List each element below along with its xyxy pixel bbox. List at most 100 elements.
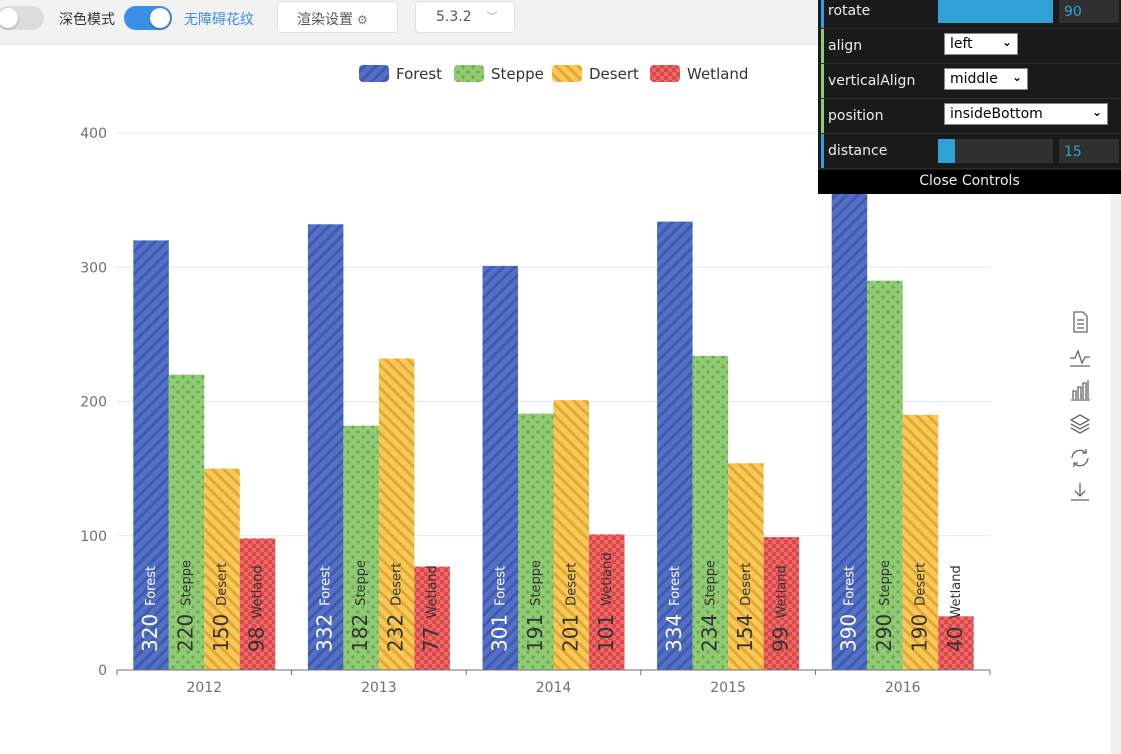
- bar-label: 220 Steppe: [174, 560, 198, 652]
- close-controls-button[interactable]: Close Controls: [818, 170, 1121, 194]
- legend-swatch[interactable]: [359, 65, 389, 82]
- bar[interactable]: [239, 538, 276, 670]
- rotate-label: rotate: [828, 3, 871, 19]
- bar[interactable]: [378, 358, 415, 670]
- bar-chart-icon[interactable]: [1068, 378, 1092, 402]
- bar-label: 191 Steppe: [523, 560, 547, 652]
- position-select[interactable]: insideBottom ⌄: [944, 103, 1108, 125]
- bar[interactable]: [518, 413, 554, 670]
- bar-label: 190 Desert: [907, 563, 931, 652]
- align-control: align left ⌄: [818, 29, 1121, 64]
- bar[interactable]: [133, 240, 169, 670]
- bar-series-label: Forest: [842, 566, 857, 606]
- bar-value-label: 201: [558, 614, 582, 652]
- bar-label: 150 Desert: [209, 563, 233, 652]
- toggle-knob: [150, 8, 170, 28]
- bar-labels: 320 Forest 332 Forest 301 Forest 334 Forest 390 F…: [138, 553, 967, 652]
- bar-value-label: 182: [348, 614, 372, 652]
- bar-series-label: Steppe: [354, 560, 369, 606]
- bar[interactable]: [867, 280, 903, 670]
- bar-label: 290 Steppe: [872, 560, 896, 652]
- version-select[interactable]: 5.3.2 ﹀: [415, 1, 515, 33]
- toggle-knob: [0, 8, 18, 28]
- legend-label[interactable]: Desert: [589, 65, 639, 83]
- legend-swatch[interactable]: [454, 65, 484, 82]
- bar-series-label: Forest: [668, 566, 683, 606]
- bar-series-label: Desert: [215, 563, 230, 606]
- distance-slider[interactable]: [938, 139, 1053, 163]
- x-tick-label: 2014: [536, 680, 572, 696]
- bar[interactable]: [343, 425, 379, 670]
- controls-panel: rotate 90 align left ⌄ verticalAlign midd…: [818, 0, 1121, 194]
- bar-series-label: Forest: [493, 566, 508, 606]
- vertical-align-value: middle: [950, 71, 998, 87]
- position-value: insideBottom: [950, 106, 1043, 122]
- bar[interactable]: [902, 414, 939, 670]
- distance-control: distance 15: [818, 134, 1121, 169]
- legend-swatch[interactable]: [552, 65, 582, 82]
- rotate-input[interactable]: 90: [1059, 0, 1119, 23]
- legend-label[interactable]: Forest: [396, 65, 442, 83]
- bar-label: 334 Forest: [662, 566, 686, 652]
- save-image-icon[interactable]: [1068, 480, 1092, 504]
- bar[interactable]: [657, 221, 693, 671]
- data-view-icon[interactable]: [1068, 310, 1092, 334]
- legend-label[interactable]: Wetland: [687, 65, 748, 83]
- legend-swatch[interactable]: [650, 65, 680, 82]
- distance-slider-fill: [938, 139, 956, 163]
- position-label: position: [828, 108, 884, 124]
- bar-value-label: 320: [138, 614, 162, 652]
- distance-input[interactable]: 15: [1059, 139, 1119, 163]
- bar[interactable]: [553, 400, 590, 670]
- version-value: 5.3.2: [436, 9, 472, 25]
- rotate-slider[interactable]: [938, 0, 1053, 23]
- align-select[interactable]: left ⌄: [944, 33, 1018, 55]
- y-tick-label: 400: [80, 126, 107, 142]
- row-accent: [821, 99, 824, 133]
- row-accent: [821, 29, 824, 63]
- x-axis: 2012 2013 2014 2015 2016: [116, 669, 991, 696]
- decal-label[interactable]: 无障碍花纹: [184, 12, 254, 28]
- restore-icon[interactable]: [1068, 446, 1092, 470]
- render-settings-button[interactable]: 渲染设置 ⚙: [277, 1, 398, 33]
- bar[interactable]: [204, 468, 240, 670]
- rotate-slider-fill: [938, 0, 1053, 23]
- bar-label: 99 Wetland: [768, 565, 792, 652]
- line-chart-icon[interactable]: [1068, 344, 1092, 368]
- bars[interactable]: [133, 146, 974, 671]
- x-tick-label: 2016: [885, 680, 921, 696]
- chart-legend[interactable]: Forest Steppe Desert Wetland: [359, 65, 748, 83]
- bar[interactable]: [307, 224, 344, 671]
- bar-value-label: 77: [419, 627, 443, 652]
- bar-label: 182 Steppe: [348, 560, 372, 652]
- chevron-down-icon: ⌄: [1001, 35, 1012, 49]
- bar[interactable]: [763, 537, 800, 670]
- bar-value-label: 390: [836, 614, 860, 652]
- bar[interactable]: [589, 534, 625, 670]
- stack-icon[interactable]: [1068, 412, 1092, 436]
- row-accent: [821, 134, 824, 168]
- bar-label: 77 Wetland: [419, 565, 443, 652]
- y-tick-label: 0: [98, 663, 107, 679]
- x-tick-label: 2015: [710, 680, 746, 696]
- decal-toggle[interactable]: [124, 6, 172, 30]
- dark-mode-toggle[interactable]: [0, 6, 44, 30]
- bar-series-label: Desert: [564, 563, 579, 606]
- bar-label: 40 Wetland: [943, 565, 967, 652]
- bar[interactable]: [414, 566, 450, 670]
- bar[interactable]: [728, 463, 764, 670]
- bar-series-label: Wetland: [600, 553, 615, 606]
- rotate-control: rotate 90: [818, 0, 1121, 29]
- y-tick-label: 300: [80, 260, 107, 276]
- legend-label[interactable]: Steppe: [491, 65, 544, 83]
- bar-series-label: Desert: [390, 563, 405, 606]
- bar[interactable]: [168, 374, 205, 670]
- vertical-align-select[interactable]: middle ⌄: [944, 68, 1028, 90]
- bar-value-label: 101: [594, 614, 618, 652]
- bar[interactable]: [938, 616, 974, 670]
- bar[interactable]: [482, 265, 519, 670]
- bar-series-label: Forest: [144, 566, 159, 606]
- bar[interactable]: [692, 355, 729, 670]
- page-scrollbar[interactable]: [1111, 44, 1121, 754]
- bar[interactable]: [831, 146, 868, 671]
